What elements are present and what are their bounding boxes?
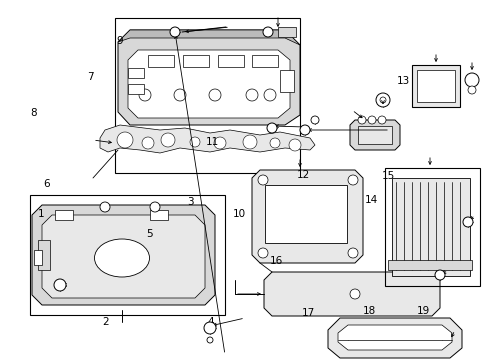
Polygon shape xyxy=(251,170,362,263)
Text: 4: 4 xyxy=(206,317,213,327)
Circle shape xyxy=(100,202,110,212)
Bar xyxy=(128,84,143,94)
Ellipse shape xyxy=(94,239,149,277)
Bar xyxy=(183,55,208,67)
Circle shape xyxy=(206,337,213,343)
Bar xyxy=(411,65,459,107)
Circle shape xyxy=(288,139,301,151)
Polygon shape xyxy=(337,325,451,350)
Circle shape xyxy=(462,217,472,227)
Circle shape xyxy=(375,93,389,107)
Circle shape xyxy=(264,89,275,101)
Bar xyxy=(264,185,346,243)
Circle shape xyxy=(357,116,365,124)
Circle shape xyxy=(203,322,216,334)
Bar xyxy=(150,210,168,220)
Circle shape xyxy=(245,89,258,101)
Bar xyxy=(38,240,50,270)
Bar xyxy=(278,27,295,37)
Polygon shape xyxy=(118,30,299,125)
Polygon shape xyxy=(349,120,399,150)
Circle shape xyxy=(54,279,66,291)
Circle shape xyxy=(258,248,267,258)
Polygon shape xyxy=(264,272,439,316)
Text: 10: 10 xyxy=(233,209,245,219)
Circle shape xyxy=(258,175,267,185)
Text: 11: 11 xyxy=(205,137,219,147)
Text: 3: 3 xyxy=(187,197,194,207)
Bar xyxy=(128,68,143,78)
Polygon shape xyxy=(100,125,314,153)
Bar xyxy=(115,18,299,173)
Bar xyxy=(357,126,391,144)
Polygon shape xyxy=(118,30,299,45)
Polygon shape xyxy=(128,50,289,118)
Circle shape xyxy=(464,73,478,87)
Bar xyxy=(391,178,469,276)
Circle shape xyxy=(347,248,357,258)
Bar xyxy=(30,195,224,315)
Circle shape xyxy=(269,138,280,148)
Text: 6: 6 xyxy=(43,179,50,189)
Bar xyxy=(387,260,471,270)
Circle shape xyxy=(310,116,318,124)
Bar xyxy=(218,55,244,67)
Circle shape xyxy=(243,135,257,149)
Bar xyxy=(34,250,42,265)
Circle shape xyxy=(214,137,225,149)
Circle shape xyxy=(467,86,475,94)
Circle shape xyxy=(299,125,309,135)
Text: 9: 9 xyxy=(116,36,123,46)
Text: 1: 1 xyxy=(38,209,45,219)
Bar xyxy=(384,168,479,286)
Circle shape xyxy=(139,89,151,101)
Text: 8: 8 xyxy=(30,108,37,118)
Circle shape xyxy=(377,116,385,124)
Circle shape xyxy=(142,137,154,149)
Circle shape xyxy=(161,133,175,147)
Bar xyxy=(148,55,174,67)
Text: 17: 17 xyxy=(301,308,314,318)
Polygon shape xyxy=(32,205,215,305)
Circle shape xyxy=(434,270,444,280)
Circle shape xyxy=(347,175,357,185)
Text: 14: 14 xyxy=(364,195,378,205)
Circle shape xyxy=(117,132,133,148)
Text: 13: 13 xyxy=(396,76,409,86)
Text: 5: 5 xyxy=(145,229,152,239)
Circle shape xyxy=(266,123,276,133)
Bar xyxy=(55,210,73,220)
Text: 19: 19 xyxy=(415,306,429,316)
Circle shape xyxy=(263,27,272,37)
Circle shape xyxy=(367,116,375,124)
Text: 16: 16 xyxy=(269,256,283,266)
Circle shape xyxy=(349,289,359,299)
Circle shape xyxy=(379,97,385,103)
Text: 7: 7 xyxy=(87,72,94,82)
Circle shape xyxy=(150,202,160,212)
Circle shape xyxy=(190,137,200,147)
Text: 2: 2 xyxy=(102,317,108,327)
Bar xyxy=(251,55,278,67)
Bar xyxy=(416,70,454,102)
Text: 18: 18 xyxy=(362,306,375,316)
Circle shape xyxy=(208,89,221,101)
Circle shape xyxy=(174,89,185,101)
Text: 12: 12 xyxy=(296,170,309,180)
Text: 15: 15 xyxy=(381,171,395,181)
Polygon shape xyxy=(42,215,204,298)
Polygon shape xyxy=(327,318,461,358)
Bar xyxy=(280,70,293,92)
Circle shape xyxy=(170,27,180,37)
